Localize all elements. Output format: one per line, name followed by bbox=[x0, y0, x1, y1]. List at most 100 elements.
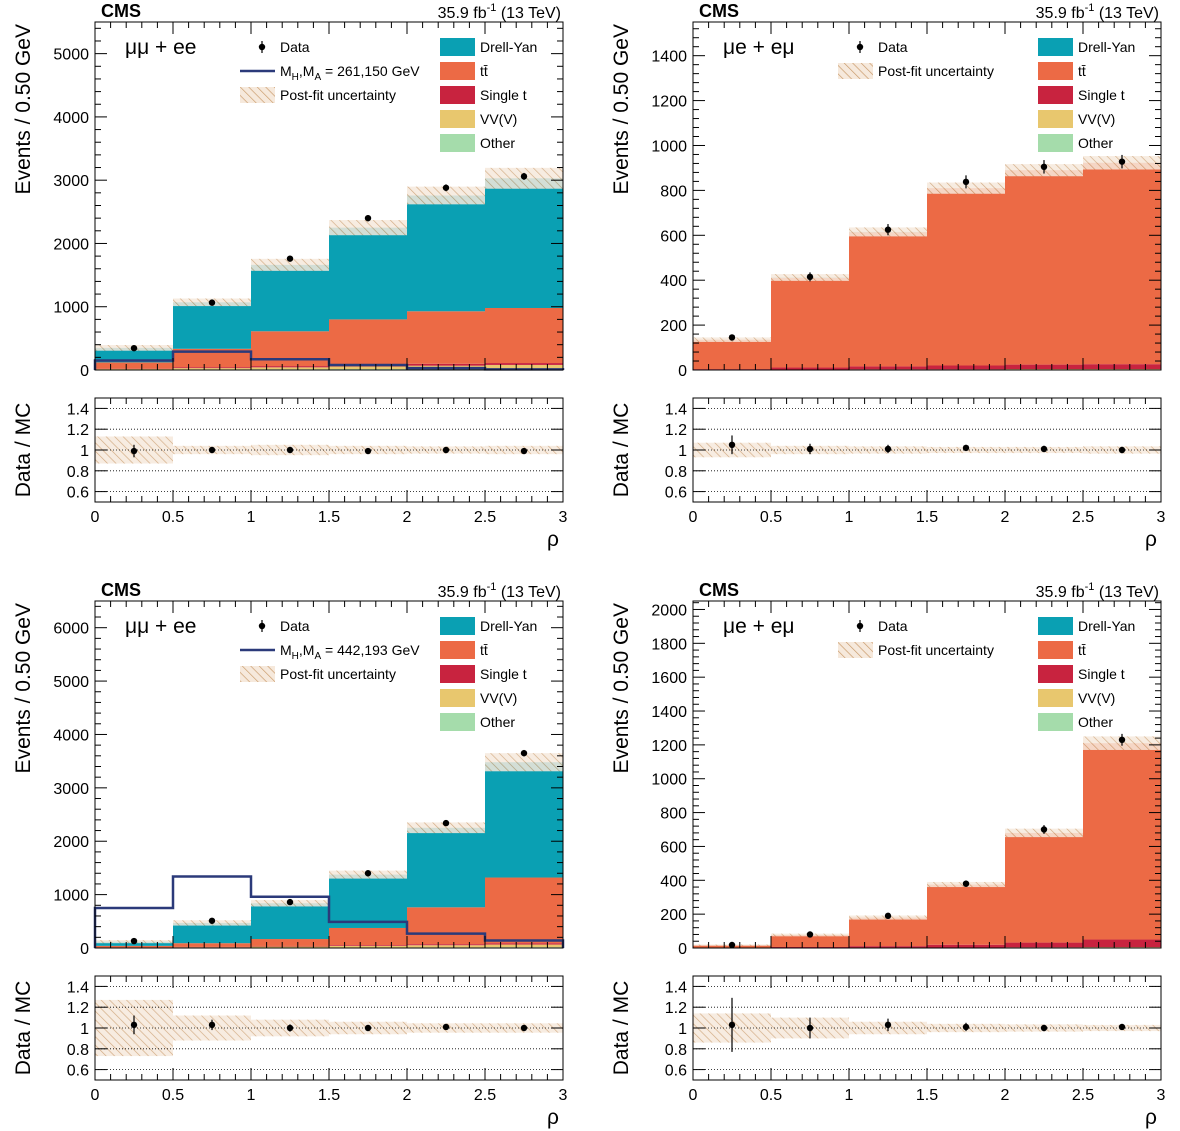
data-point bbox=[1118, 736, 1126, 743]
ratio-y-axis-label: Data / MC bbox=[12, 403, 35, 498]
ratio-pad: 0.6 0.8 1 1.2 1.4 0 0.5 1 1.5 2 2.5 3 Data / MC ρ bbox=[610, 397, 1166, 551]
uncertainty-box bbox=[329, 220, 407, 236]
ratio-y-tick-label: 1 bbox=[678, 443, 687, 460]
data-point bbox=[520, 173, 528, 180]
legend-data-marker bbox=[258, 622, 266, 630]
legend-label-ttbar: tt̄ bbox=[1078, 63, 1086, 79]
x-tick-label: 3 bbox=[1157, 1087, 1166, 1104]
lumi-main: 35.9 fb bbox=[438, 584, 487, 601]
bar-drell_yan bbox=[407, 195, 485, 312]
x-tick-label: 1.5 bbox=[916, 1087, 938, 1104]
bar-vvv bbox=[329, 366, 407, 370]
y-tick-label: 0 bbox=[678, 941, 687, 958]
ratio-point bbox=[884, 1021, 892, 1029]
main-x-ticks bbox=[692, 601, 1162, 948]
stack-ttbar bbox=[693, 162, 1161, 370]
ratio-y-tick-label: 1.2 bbox=[67, 1000, 89, 1017]
y-tick-label: 5000 bbox=[53, 47, 89, 64]
bar-ttbar bbox=[329, 319, 407, 365]
bar-vvv bbox=[1083, 369, 1161, 370]
signal-label-sub1: H bbox=[292, 72, 299, 83]
bar-ttbar bbox=[927, 188, 1005, 366]
bar-vvv bbox=[95, 369, 173, 370]
channel-label: μe + eμ bbox=[723, 36, 795, 59]
legend-data-marker bbox=[258, 43, 266, 51]
bar-ttbar bbox=[485, 307, 563, 364]
cms-label: CMS bbox=[699, 580, 739, 600]
uncertainty-box bbox=[407, 186, 485, 205]
panel-3: 0 1000 2000 3000 4000 5000 6000 Events / 0.50 G… bbox=[12, 580, 568, 1129]
legend-swatch-other bbox=[440, 134, 475, 152]
y-tick-label: 2000 bbox=[651, 602, 687, 619]
bar-ttbar bbox=[693, 339, 771, 370]
legend-label-other: Other bbox=[1078, 714, 1113, 730]
ratio-point bbox=[286, 1024, 294, 1032]
data-point bbox=[286, 898, 294, 906]
data-point bbox=[130, 937, 138, 945]
ratio-point bbox=[806, 445, 814, 453]
lumi-energy: (13 TeV) bbox=[496, 5, 561, 22]
data-point bbox=[364, 870, 372, 877]
ratio-point bbox=[728, 1021, 736, 1029]
bar-drell_yan bbox=[485, 178, 563, 308]
legend-uncertainty-swatch bbox=[240, 666, 275, 682]
x-tick-label: 0 bbox=[689, 1087, 698, 1104]
ratio-point bbox=[130, 447, 138, 455]
ratio-point bbox=[364, 447, 372, 455]
x-tick-label: 0.5 bbox=[162, 509, 184, 526]
data-point bbox=[442, 184, 450, 191]
ratio-point bbox=[208, 1021, 216, 1029]
ratio-y-axis-label: Data / MC bbox=[12, 981, 35, 1076]
bar-ttbar bbox=[849, 917, 927, 947]
ratio-y-tick-label: 0.8 bbox=[665, 1042, 687, 1059]
bar-vvv bbox=[173, 947, 251, 948]
data-point bbox=[728, 941, 736, 949]
bar-drell_yan bbox=[251, 264, 329, 332]
x-tick-label: 1.5 bbox=[318, 1087, 340, 1104]
x-axis-label: ρ bbox=[547, 528, 559, 551]
x-tick-label: 2 bbox=[1001, 1087, 1010, 1104]
y-tick-label: 200 bbox=[660, 318, 687, 335]
legend-label-drell_yan: Drell-Yan bbox=[480, 39, 537, 55]
legend-uncertainty-swatch bbox=[838, 642, 873, 658]
bar-ttbar bbox=[1083, 162, 1161, 365]
bar-ttbar bbox=[95, 945, 173, 948]
lumi-energy: (13 TeV) bbox=[1094, 584, 1159, 601]
ratio-point bbox=[962, 444, 970, 452]
bar-ttbar bbox=[1005, 832, 1083, 943]
signal-label-mid: ,M bbox=[299, 63, 315, 79]
data-points bbox=[130, 172, 528, 352]
uncertainty-box bbox=[485, 753, 563, 772]
legend-swatch-single_t bbox=[440, 86, 475, 104]
ratio-y-tick-label: 1 bbox=[80, 443, 89, 460]
legend-swatch-vvv bbox=[440, 689, 475, 707]
main-y-ticks: 0 1000 2000 3000 4000 5000 bbox=[53, 27, 563, 380]
channel-label: μe + eμ bbox=[723, 615, 795, 638]
legend-label-single_t: Single t bbox=[480, 87, 527, 103]
y-tick-label: 0 bbox=[678, 363, 687, 380]
ratio-pad: 0.6 0.8 1 1.2 1.4 0 0.5 1 1.5 2 2.5 3 Data / MC ρ bbox=[12, 975, 568, 1129]
panel-2: 0 200 400 600 800 1000 1200 1400 Events / 0.50 G… bbox=[610, 1, 1166, 551]
ratio-y-tick-label: 0.6 bbox=[665, 485, 687, 502]
y-tick-label: 5000 bbox=[53, 674, 89, 691]
y-tick-label: 2000 bbox=[53, 236, 89, 253]
x-tick-label: 1.5 bbox=[318, 509, 340, 526]
legend-swatch-ttbar bbox=[440, 62, 475, 80]
bar-ttbar bbox=[849, 232, 927, 367]
y-tick-label: 3000 bbox=[53, 173, 89, 190]
bar-vvv bbox=[251, 946, 329, 948]
legend-label-single_t: Single t bbox=[480, 666, 527, 682]
legend-label-drell_yan: Drell-Yan bbox=[1078, 618, 1135, 634]
ratio-y-tick-label: 0.6 bbox=[665, 1063, 687, 1080]
x-tick-label: 1 bbox=[845, 509, 854, 526]
uncertainty-box bbox=[251, 258, 329, 271]
bar-ttbar bbox=[407, 311, 485, 364]
data-points bbox=[728, 733, 1126, 949]
legend: Data MH,MA = 261,150 GeV Post-fit uncertai… bbox=[240, 38, 537, 152]
ratio-y-tick-label: 0.8 bbox=[67, 464, 89, 481]
ratio-point bbox=[728, 441, 736, 448]
y-tick-label: 600 bbox=[660, 228, 687, 245]
ratio-point bbox=[1118, 446, 1126, 454]
legend-swatch-other bbox=[1038, 713, 1073, 731]
bar-vvv bbox=[485, 364, 563, 369]
